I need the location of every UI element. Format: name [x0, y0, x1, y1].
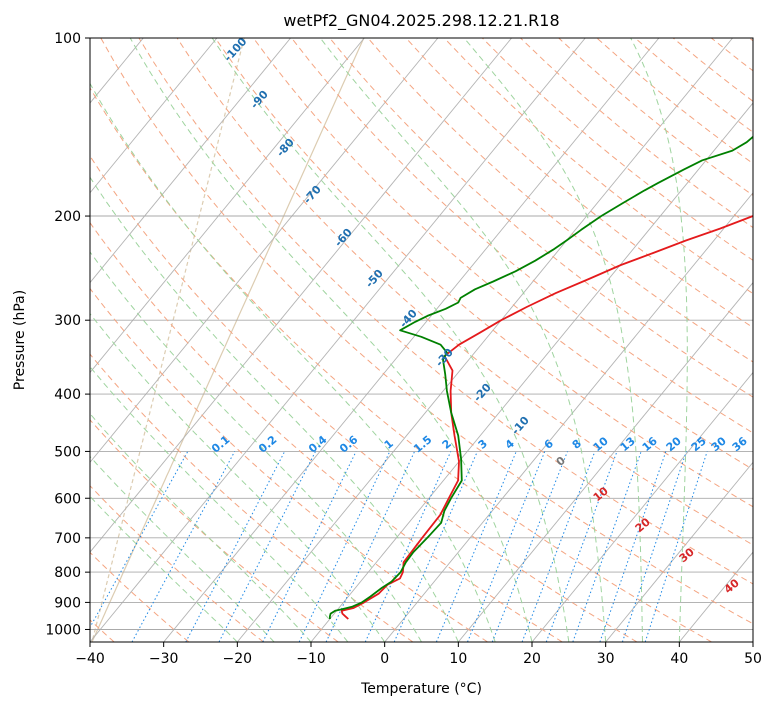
dry-adiabat-line [176, 38, 753, 546]
isotherm-line [457, 281, 753, 642]
moist-adiabat-line [90, 365, 349, 642]
mixing-ratio-line [621, 451, 687, 642]
x-tick-label: 30 [597, 651, 615, 667]
y-axis-title: Pressure (hPa) [12, 290, 28, 390]
dewpoint-line [329, 135, 753, 619]
moist-adiabat-line [90, 413, 312, 642]
y-tick-label: 200 [54, 209, 81, 225]
moist-adiabat-line [90, 251, 422, 642]
x-tick-label: 40 [670, 651, 688, 667]
mixing-ratio-lines [90, 451, 708, 642]
x-tick-label: 20 [523, 651, 541, 667]
dry-adiabat-line [90, 287, 488, 642]
chart-title: wetPf2_GN04.2025.298.12.21.R18 [283, 11, 559, 31]
mixing-ratio-line [572, 451, 642, 642]
x-tick-label: 10 [449, 651, 467, 667]
y-tick-label: 300 [54, 313, 81, 329]
dry-adiabat-line [90, 485, 264, 642]
isotherm-line [163, 38, 660, 642]
reference-curve [91, 38, 245, 642]
moist-adiabat-line [630, 38, 688, 642]
isotherm-line [90, 38, 365, 374]
y-tick-label: 400 [54, 387, 81, 403]
mixing-ratio-line [90, 451, 189, 629]
moist-adiabat-line [90, 176, 459, 642]
isotherm-line [90, 38, 439, 464]
dry-adiabat-line [90, 419, 339, 642]
plot-frame [89, 37, 754, 643]
plot-area: 0.1 0.2 0.4 0.6 1 1.5 2 3 4 6 8 10 13 16 20 25 30 36-100-… [90, 38, 753, 642]
dry-adiabat-line [90, 221, 563, 642]
moist-adiabat-line [463, 38, 643, 642]
isotherm-line [310, 102, 753, 642]
mixing-ratio-line [364, 451, 452, 642]
y-tick-label: 700 [54, 531, 81, 547]
isotherm-line [384, 192, 753, 642]
x-tick-label: 0 [380, 651, 389, 667]
reference-curves [91, 38, 365, 642]
x-tick-label: 50 [744, 651, 762, 667]
isotherm-line [605, 461, 753, 642]
mixing-ratio-line [325, 451, 416, 642]
moist-adiabat-line [90, 312, 386, 642]
dry-adiabat-line [252, 38, 753, 471]
moist-adiabat-line [319, 38, 607, 642]
temperature-line [340, 215, 753, 620]
y-tick-label: 500 [54, 444, 81, 460]
mixing-ratio-line [599, 451, 667, 642]
profile-series [329, 135, 753, 620]
dry-adiabat-lines [90, 38, 753, 642]
mixing-ratio-line [393, 451, 478, 642]
dry-adiabat-line [90, 353, 414, 642]
mixing-ratio-line [262, 451, 357, 642]
moist-adiabat-line [90, 82, 496, 642]
y-tick-label: 600 [54, 491, 81, 507]
y-tick-label: 900 [54, 595, 81, 611]
dry-adiabat-line [90, 87, 712, 642]
isotherm-line [236, 38, 733, 642]
dry-adiabat-line [90, 551, 190, 642]
x-axis-title: Temperature (°C) [360, 681, 482, 697]
isotherm-line [90, 38, 218, 194]
reference-curve [91, 38, 365, 642]
y-tick-label: 100 [54, 31, 81, 47]
dry-adiabat-line [329, 38, 753, 398]
dry-adiabat-line [291, 38, 753, 434]
x-tick-label: −30 [149, 651, 179, 667]
mixing-ratio-line [545, 451, 618, 642]
mixing-ratio-line [644, 451, 708, 642]
x-tick-label: −20 [223, 651, 253, 667]
x-tick-label: −40 [75, 651, 105, 667]
isotherm-line [531, 371, 753, 642]
isotherm-line [90, 38, 291, 284]
mixing-ratio-line [435, 451, 517, 642]
y-tick-label: 800 [54, 565, 81, 581]
moist-adiabat-line [129, 38, 533, 642]
moist-adiabat-line [90, 455, 275, 642]
x-axis-ticks: −40 −30 −20 −10 0 10 20 30 40 50 [75, 642, 762, 667]
y-axis-ticks: 100 200 300 400 500 600 700 800 900 1000 [45, 31, 90, 638]
y-tick-label: 1000 [45, 622, 81, 638]
dry-adiabat-line [214, 38, 753, 508]
isotherm-line [90, 38, 512, 553]
isobar-lines [90, 38, 753, 630]
mixing-ratio-line [131, 451, 236, 642]
x-tick-label: −10 [296, 651, 326, 667]
moist-adiabat-line [90, 495, 238, 642]
dry-adiabat-line [90, 155, 638, 642]
